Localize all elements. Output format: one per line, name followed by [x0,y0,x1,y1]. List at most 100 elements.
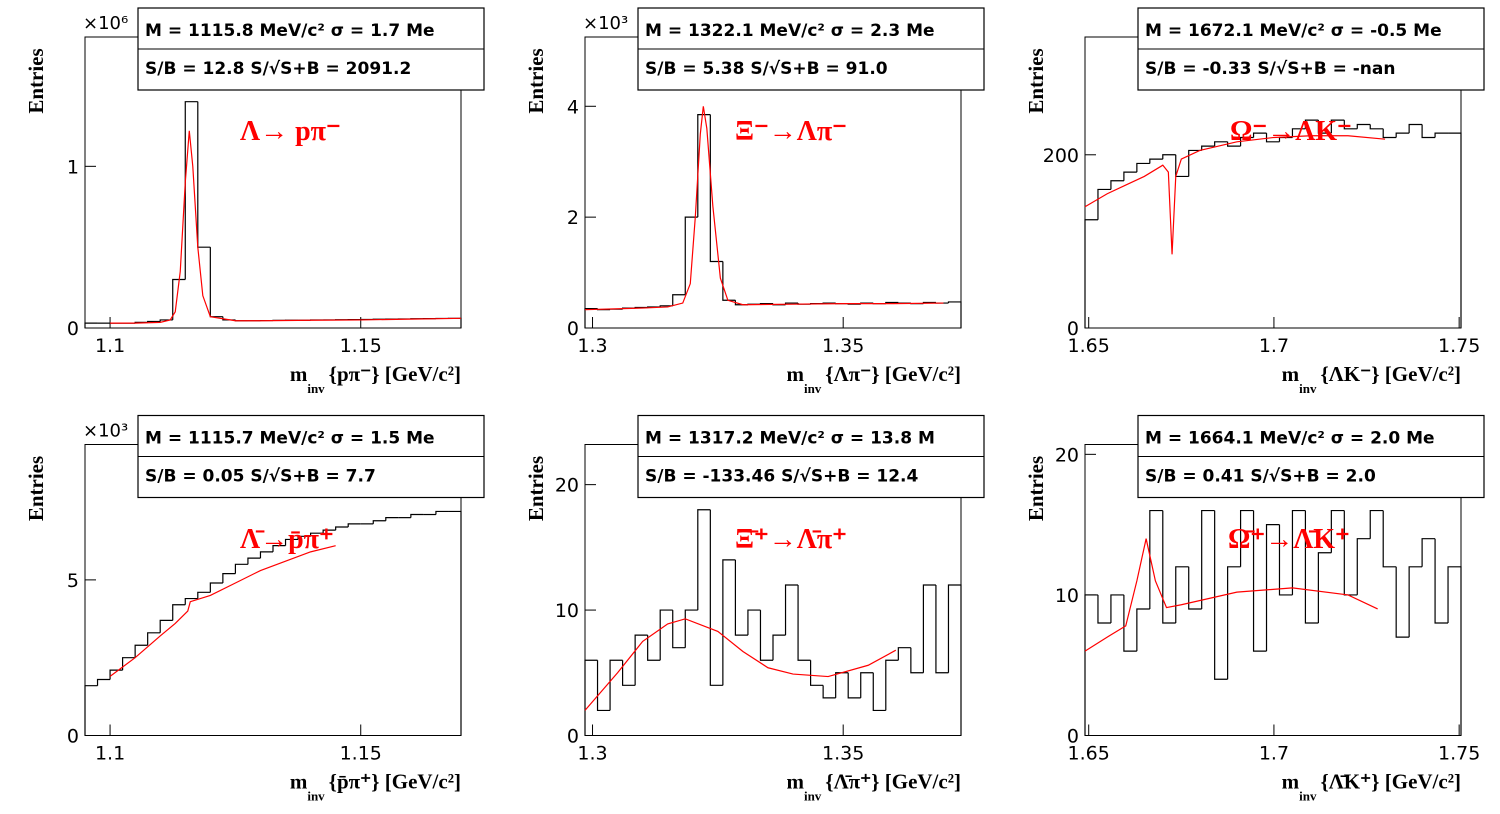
histogram-bin [584,308,598,328]
histogram-bin [1304,510,1319,624]
histogram-bin [184,597,198,605]
histogram-bin [1382,128,1397,139]
histogram-bin [922,584,936,673]
histogram-bin [1162,510,1176,624]
histogram-bin [372,520,386,524]
histogram-bin [96,678,111,686]
x-tick-label: 1.65 [1068,743,1110,765]
panel: 0 10 20 1.65 1.7 1.75 M = 1664.1 MeV/c² σ = 2.… [1024,414,1485,804]
decay-label: Λ→ pπ⁻ [240,116,341,147]
histogram-bin [1123,594,1137,652]
x-label-sub: inv [804,381,822,396]
histogram-bin [1395,132,1410,138]
histogram-bin [1110,180,1124,190]
x-axis-label: minv{Λπ⁻} [GeV/c²] [786,362,961,396]
histogram-bin [784,584,799,636]
axis-multiplier: ×10³ [83,421,128,442]
fit-curve [110,130,462,324]
x-tick-label: 1.15 [340,743,382,765]
x-axis-label: minv{Λ̄π⁺} [GeV/c²] [786,770,961,804]
histogram-bin [759,610,773,661]
y-tick-label: 0 [67,726,79,748]
histogram-bin [122,657,136,671]
histogram-bin [647,635,661,661]
axis-multiplier: ×10³ [583,13,628,34]
x-axis-label: minv {p̄π⁺} [GeV/c²] [290,770,461,804]
decay-label: Ω⁻→ΛK⁻ [1230,116,1352,147]
y-tick-label: 1 [67,156,79,178]
y-axis-label: Entries [524,456,548,521]
histogram-bin [747,609,761,636]
histogram-bin [672,294,686,306]
axis-multiplier: ×10⁶ [83,13,128,34]
decay-label: Ω̄⁺→Λ̄K⁺ [1228,524,1350,555]
histogram-bin [1097,188,1111,220]
y-tick-label: 0 [1067,318,1079,340]
histogram-bin [697,509,711,611]
x-tick-label: 1.15 [340,335,382,357]
fit-curve [1084,135,1386,255]
histogram-bin [885,659,899,711]
y-axis-label: Entries [524,48,548,113]
histogram-bin [147,632,161,646]
histogram-bin [1265,524,1280,652]
histogram-bin [722,559,736,686]
y-tick-label: 20 [555,475,579,497]
fit-curve [109,545,336,677]
y-tick-label: 0 [67,318,79,340]
histogram-bin [1265,133,1280,143]
histogram-bin [1434,538,1449,624]
histogram-bin [1252,510,1267,652]
histogram-bin [1110,594,1124,624]
histogram-bin [897,647,911,661]
histogram-bin [1136,162,1150,173]
histogram-bin [448,510,462,736]
x-label-main: m [290,770,308,794]
histogram-bin [1214,141,1228,147]
histogram-bin [209,247,223,318]
stats-line: M = 1672.1 MeV/c² σ = -0.5 Me [1145,21,1442,41]
y-tick-label: 10 [1055,585,1079,607]
histogram-bin [147,320,161,323]
stats-box: M = 1317.2 MeV/c² σ = 13.8 M S/B = -133.4… [637,414,985,499]
histogram-bin [1448,132,1462,328]
x-label-tail: {Λ̄K⁺} [GeV/c²] [1320,770,1461,794]
histogram-bin [1343,120,1358,130]
x-label-sub: inv [804,789,822,804]
histogram-bin [259,551,273,559]
decay-label: Ξ̄⁺→Λ̄π⁺ [735,524,847,555]
panel: 0 10 20 1.3 1.35 M = 1317.2 MeV/c² σ = 13.8 M… [524,414,985,804]
decay-label: Ξ⁻→Λπ⁻ [735,116,847,147]
x-label-sub: inv [307,789,325,804]
histogram-bin [1188,566,1202,610]
histogram-bin [947,584,962,736]
stats-line: S/B = 0.05 S/√S+B = 7.7 [145,467,376,487]
histogram-bin [197,101,211,248]
histogram-bin [385,517,399,521]
histogram-bin [322,529,336,534]
stats-box: M = 1115.7 MeV/c² σ = 1.5 Me S/B = 0.05 S… [137,414,485,499]
histogram-bin [1395,566,1410,638]
stats-line: M = 1664.1 MeV/c² σ = 2.0 Me [1145,429,1435,449]
histogram-bin [734,559,748,636]
histogram-bin [1162,154,1176,160]
histogram-bin [84,322,98,328]
histogram-bin [1278,524,1293,596]
stats-box: M = 1664.1 MeV/c² σ = 2.0 Me S/B = 0.41 S… [1137,414,1485,499]
x-label-main: m [786,770,804,794]
panel: 0 2 4 1.3 1.35 ×10³ M = 1322.1 MeV/c² σ = 2.3 … [524,7,985,396]
histogram-bin [659,609,673,661]
histogram-bin [410,513,424,518]
histogram-bin [709,509,723,686]
histogram-bin [222,573,236,583]
histogram-bin [622,660,636,686]
histogram-bin [1149,509,1163,609]
stats-line: S/B = -133.46 S/√S+B = 12.4 [645,467,918,487]
histogram-bin [1175,566,1189,624]
x-label-tail: {Λ̄π⁺} [GeV/c²] [825,770,961,794]
x-axis-label: minv{ΛK⁻} [GeV/c²] [1282,362,1461,396]
histogram-bin [435,510,449,515]
histogram-bin [634,634,648,686]
x-tick-label: 1.35 [822,335,864,357]
